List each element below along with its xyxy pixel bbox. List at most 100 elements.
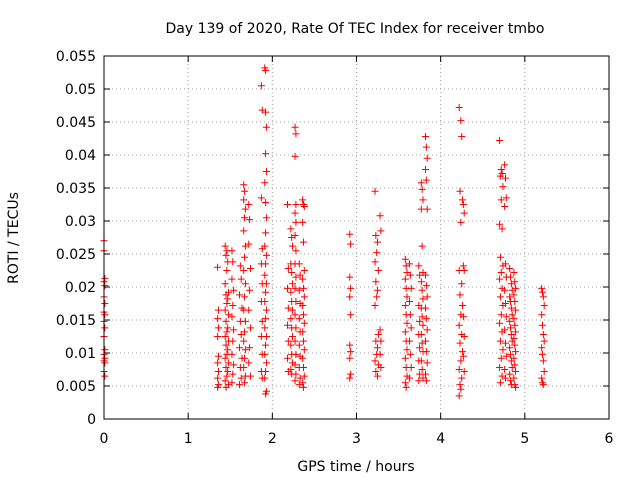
data-point-marker xyxy=(460,267,468,274)
data-point-marker xyxy=(376,350,384,358)
data-point-marker xyxy=(422,143,430,151)
data-point-marker xyxy=(538,284,546,292)
data-point-marker xyxy=(291,209,299,217)
data-point-marker xyxy=(229,370,237,378)
data-point-marker xyxy=(502,313,510,321)
x-axis-label: GPS time / hours xyxy=(297,459,414,475)
data-point-marker xyxy=(292,350,300,358)
data-point-marker xyxy=(300,372,308,380)
data-point-marker xyxy=(245,201,253,208)
data-point-marker xyxy=(300,202,308,210)
data-point-marker xyxy=(346,354,354,362)
y-axis-label: ROTI / TECUs xyxy=(6,192,22,284)
data-point-marker xyxy=(228,275,236,283)
data-point-marker xyxy=(510,374,518,382)
x-tick-label: 2 xyxy=(268,431,277,447)
data-point-marker xyxy=(287,366,295,373)
data-point-marker xyxy=(501,174,509,182)
data-point-marker xyxy=(262,333,270,340)
data-point-marker xyxy=(229,258,237,266)
data-point-marker xyxy=(228,247,236,255)
data-point-marker xyxy=(407,284,415,292)
data-point-marker xyxy=(371,301,379,309)
data-point-marker xyxy=(347,348,355,356)
data-point-marker xyxy=(245,240,253,248)
data-point-marker xyxy=(222,341,230,349)
data-point-marker xyxy=(501,339,509,347)
data-point-marker xyxy=(415,377,423,385)
data-point-marker xyxy=(241,354,249,362)
data-point-marker xyxy=(222,364,230,372)
data-point-marker xyxy=(510,268,518,276)
data-point-marker xyxy=(223,372,231,380)
data-point-marker xyxy=(511,361,519,369)
data-point-marker xyxy=(496,364,504,372)
data-point-marker xyxy=(292,370,300,378)
data-point-marker xyxy=(346,341,354,349)
data-point-marker xyxy=(241,317,249,325)
data-point-marker xyxy=(246,286,254,294)
data-point-marker xyxy=(459,262,467,270)
x-tick-label: 4 xyxy=(436,431,445,447)
data-point-marker xyxy=(262,288,270,296)
data-point-marker xyxy=(457,385,465,393)
data-point-marker xyxy=(501,366,509,373)
data-point-marker xyxy=(496,172,504,180)
data-point-marker xyxy=(299,284,307,292)
data-point-marker xyxy=(496,275,504,283)
data-point-marker xyxy=(223,328,231,336)
data-point-marker xyxy=(291,337,299,345)
data-point-marker xyxy=(456,187,464,195)
y-tick-label: 0.01 xyxy=(65,346,96,362)
data-point-marker xyxy=(214,333,222,340)
data-point-marker xyxy=(283,284,291,292)
data-point-marker xyxy=(374,372,382,380)
y-tick-label: 0.005 xyxy=(56,379,96,395)
data-point-marker xyxy=(456,339,464,347)
data-point-marker xyxy=(419,295,427,303)
data-point-marker xyxy=(346,293,354,301)
data-point-marker xyxy=(262,367,270,375)
data-point-marker xyxy=(289,280,297,288)
data-point-marker xyxy=(299,218,307,226)
data-point-marker xyxy=(423,359,431,367)
data-point-marker xyxy=(372,232,380,240)
data-point-marker xyxy=(101,359,109,367)
data-point-marker xyxy=(418,313,426,321)
data-point-marker xyxy=(300,346,308,354)
data-point-marker xyxy=(496,136,504,144)
data-point-marker xyxy=(540,301,548,309)
data-point-marker xyxy=(403,319,411,327)
data-point-marker xyxy=(406,271,414,279)
data-point-marker xyxy=(376,212,384,220)
data-point-marker xyxy=(512,348,520,356)
data-point-marker xyxy=(374,331,382,339)
data-point-marker xyxy=(373,293,381,301)
data-point-marker xyxy=(246,265,254,273)
data-point-marker xyxy=(416,344,424,352)
data-point-marker xyxy=(511,341,519,349)
data-point-marker xyxy=(539,357,547,365)
data-point-marker xyxy=(502,194,510,202)
data-point-marker xyxy=(402,383,410,391)
data-point-marker xyxy=(459,352,467,360)
data-point-marker xyxy=(416,370,424,378)
data-point-marker xyxy=(299,311,307,319)
data-point-marker xyxy=(295,286,303,294)
data-point-marker xyxy=(418,286,426,294)
data-point-marker xyxy=(540,337,548,345)
data-point-marker xyxy=(101,346,109,354)
data-point-marker xyxy=(507,331,515,339)
data-point-marker xyxy=(406,374,414,382)
data-point-marker xyxy=(221,333,229,340)
data-point-marker xyxy=(287,341,295,349)
data-point-marker xyxy=(377,227,385,235)
data-point-marker xyxy=(299,379,307,387)
data-point-marker xyxy=(457,218,465,226)
data-points xyxy=(100,64,548,400)
data-point-marker xyxy=(291,284,299,292)
data-point-marker xyxy=(501,286,509,294)
data-point-marker xyxy=(418,185,426,193)
data-point-marker xyxy=(539,350,547,358)
data-point-marker xyxy=(236,381,244,389)
